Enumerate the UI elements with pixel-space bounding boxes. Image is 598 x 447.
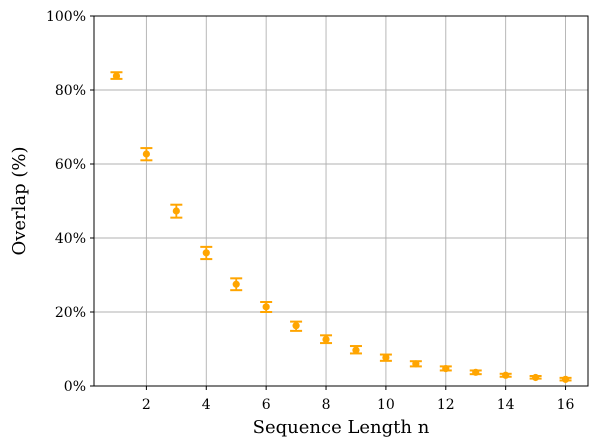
data-point	[529, 373, 542, 382]
data-point	[170, 203, 183, 219]
data-marker	[382, 353, 390, 362]
x-tick-label: 4	[202, 397, 211, 413]
data-point	[230, 277, 243, 292]
x-tick-label: 8	[322, 397, 331, 413]
y-axis-ticks: 0% 20% 40% 60% 80% 100%	[46, 9, 94, 395]
data-point	[379, 353, 392, 362]
data-point	[200, 245, 213, 261]
data-point	[439, 365, 452, 373]
data-point	[559, 375, 572, 383]
data-marker	[472, 368, 480, 376]
data-point	[499, 371, 512, 379]
data-point	[140, 147, 153, 162]
data-point	[349, 345, 362, 355]
x-tick-label: 10	[377, 397, 395, 413]
data-marker	[112, 72, 121, 80]
data-marker	[322, 335, 330, 343]
data-marker	[502, 371, 510, 379]
x-tick-label: 2	[142, 397, 151, 413]
data-marker	[232, 280, 240, 288]
plot-frame	[93, 15, 589, 387]
x-tick-label: 14	[497, 397, 515, 413]
data-point	[260, 301, 273, 313]
data-marker	[262, 303, 270, 311]
data-point	[320, 334, 333, 345]
data-point	[469, 368, 482, 376]
data-marker	[142, 150, 150, 158]
data-marker	[561, 375, 570, 383]
data-points	[110, 71, 572, 383]
data-point	[290, 320, 303, 332]
x-axis-label: Sequence Length n	[253, 417, 430, 438]
y-tick-label: 40%	[55, 231, 86, 247]
data-marker	[412, 360, 420, 368]
data-marker	[352, 346, 360, 354]
y-tick-label: 0%	[64, 379, 86, 395]
data-marker	[202, 249, 210, 257]
y-tick-label: 80%	[55, 83, 86, 99]
grid	[94, 15, 588, 387]
x-axis-ticks: 2 4 6 8 10 12 14 16	[142, 386, 575, 413]
y-axis-label: Overlap (%)	[9, 146, 30, 255]
y-tick-label: 60%	[55, 157, 86, 173]
data-marker	[292, 322, 300, 330]
data-marker	[532, 373, 540, 382]
y-tick-label: 100%	[46, 9, 86, 25]
x-tick-label: 6	[262, 397, 271, 413]
data-point	[110, 71, 123, 80]
x-tick-label: 12	[437, 397, 455, 413]
data-point	[409, 360, 422, 368]
y-tick-label: 20%	[55, 305, 86, 321]
data-marker	[172, 207, 180, 215]
data-marker	[442, 365, 450, 373]
x-tick-label: 16	[557, 397, 575, 413]
